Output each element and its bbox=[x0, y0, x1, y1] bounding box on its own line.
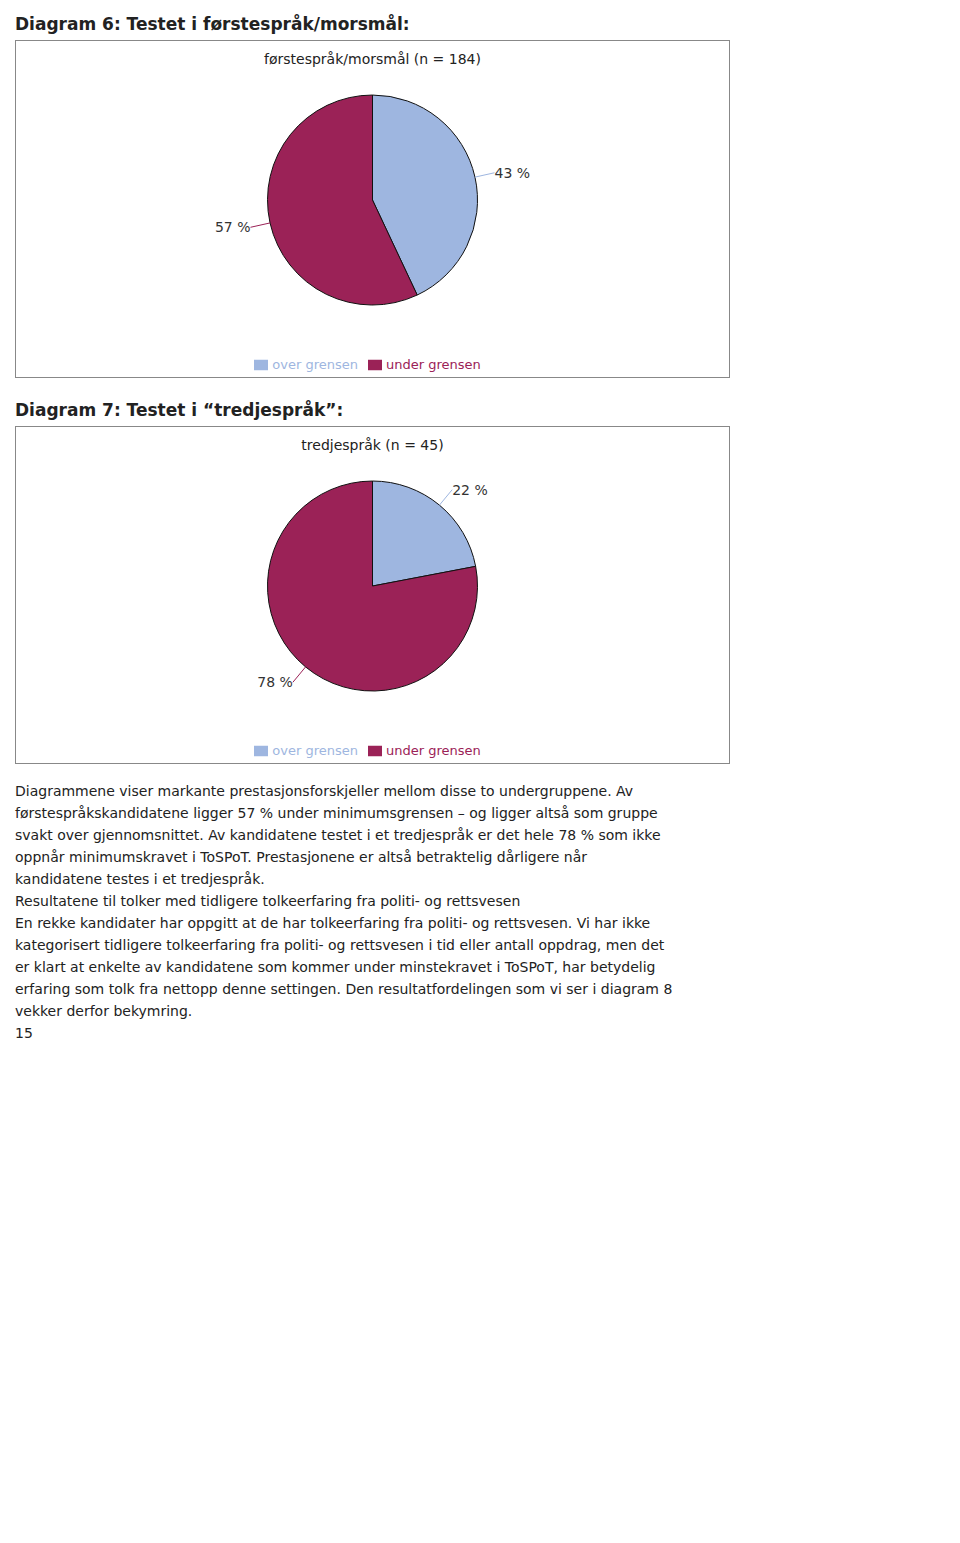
html-text:under grensen: under grensen bbox=[386, 742, 481, 758]
svg-text:78 %: 78 % bbox=[257, 674, 293, 690]
html-text:vekker derfor bekymring.: vekker derfor bekymring. bbox=[15, 1003, 193, 1019]
html-text:Diagram 6: Testet i førstesprå: Diagram 6: Testet i førstespråk/morsmål: bbox=[15, 14, 410, 34]
html-text:førstespråkskandidatene ligger: førstespråkskandidatene ligger 57 % unde… bbox=[15, 805, 658, 821]
html-text:er klart at enkelte av kandida: er klart at enkelte av kandidatene som k… bbox=[15, 959, 656, 975]
html-text:førstespråk/morsmål (n = 184): førstespråk/morsmål (n = 184) bbox=[264, 51, 481, 67]
html-text:over grensen: over grensen bbox=[272, 742, 358, 758]
html-text:Diagram 7: Testet i “tredjespr: Diagram 7: Testet i “tredjespråk”: bbox=[15, 400, 344, 420]
html-text:tredjespråk (n = 45): tredjespråk (n = 45) bbox=[301, 437, 444, 453]
svg-text:43 %: 43 % bbox=[494, 165, 530, 181]
html-text:Diagrammene viser markante pre: Diagrammene viser markante prestasjonsfo… bbox=[15, 783, 634, 799]
html-text:kandidatene testes i et tredje: kandidatene testes i et tredjespråk. bbox=[15, 871, 265, 887]
html-text:under grensen: under grensen bbox=[386, 356, 481, 372]
html-text:over grensen: over grensen bbox=[272, 356, 358, 372]
svg-text:57 %: 57 % bbox=[215, 219, 251, 235]
html-text:svakt over gjennomsnittet. Av: svakt over gjennomsnittet. Av kandidaten… bbox=[15, 827, 661, 843]
html-text:kategorisert tidligere tolkeer: kategorisert tidligere tolkeerfaring fra… bbox=[15, 937, 665, 953]
html-text:erfaring som tolk fra nettopp: erfaring som tolk fra nettopp denne sett… bbox=[15, 981, 673, 997]
html-text:En rekke kandidater har oppgit: En rekke kandidater har oppgitt at de ha… bbox=[15, 915, 651, 931]
html-text:15: 15 bbox=[15, 1025, 33, 1041]
svg-text:22 %: 22 % bbox=[452, 482, 488, 498]
html-text:oppnår minimumskravet i ToSPoT: oppnår minimumskravet i ToSPoT. Prestasj… bbox=[15, 849, 587, 865]
html-text:Resultatene til tolker med tid: Resultatene til tolker med tidligere tol… bbox=[15, 893, 521, 909]
